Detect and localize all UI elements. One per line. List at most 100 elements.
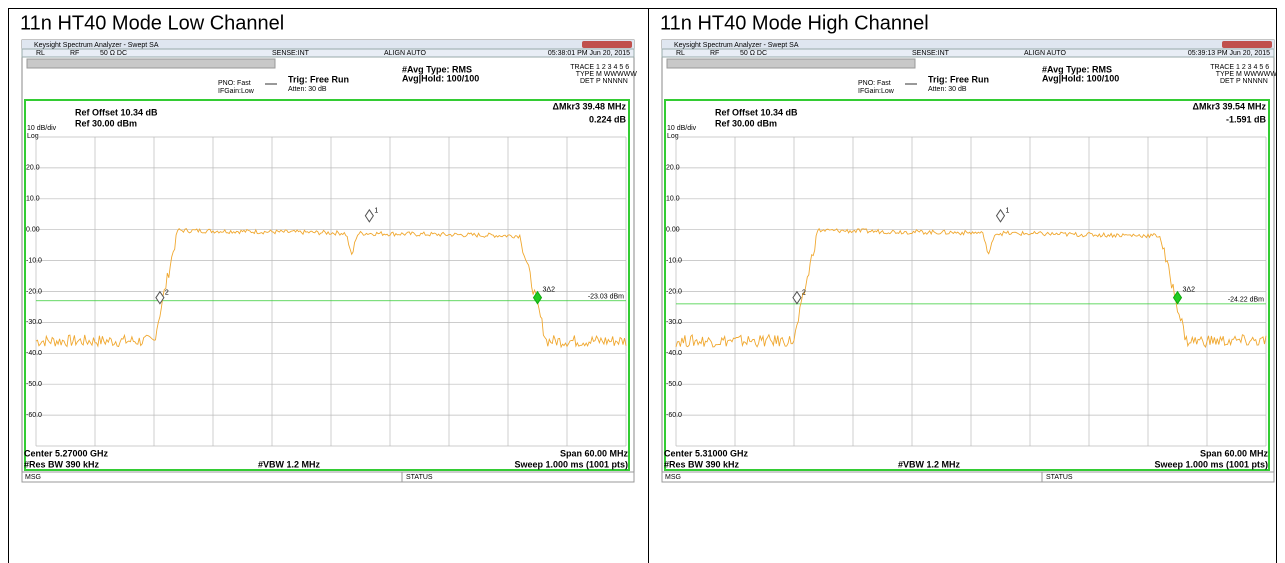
window-titlebar [662, 40, 1274, 49]
status-label: STATUS [406, 474, 433, 481]
trace [35, 228, 627, 349]
marker-1-label: 1 [374, 208, 378, 215]
y-label: -20.0 [666, 288, 682, 295]
status-bar [21, 471, 635, 483]
y-label: -50.0 [666, 381, 682, 388]
atten-label: Atten: 30 dB [928, 86, 967, 93]
screen-bg [21, 39, 635, 483]
type-label: TYPE [1216, 71, 1235, 78]
table-border [8, 8, 1277, 563]
type-label: TYPE [576, 71, 595, 78]
marker-1-label: 1 [1006, 208, 1010, 215]
y-label: -30.0 [26, 319, 42, 326]
marker-2 [155, 290, 165, 305]
span: Span 60.00 MHz [560, 448, 629, 458]
res-bw: #Res BW 390 kHz [24, 459, 100, 469]
y-label: 20.0 [26, 165, 40, 172]
center-freq: Center 5.27000 GHz [24, 448, 109, 458]
msg-label: MSG [25, 474, 41, 481]
y-label: 0.00 [666, 227, 680, 234]
marker-1 [364, 208, 374, 223]
marker-readout: ΔMkr3 39.48 MHz [553, 101, 627, 111]
y-label: -30.0 [666, 319, 682, 326]
rl-label: RL [676, 50, 685, 57]
input-box [666, 58, 916, 69]
trig-label: Trig: Free Run [288, 74, 349, 84]
ifgain-label: IFGain:Low [858, 88, 895, 95]
y-label: 10.0 [666, 196, 680, 203]
input-label: 50 Ω DC [740, 50, 767, 57]
scale-label: 10 dB/div [667, 125, 697, 132]
y-label: -50.0 [26, 381, 42, 388]
trace [675, 227, 1267, 348]
y-label: -40.0 [666, 350, 682, 357]
window-title: Keysight Spectrum Analyzer - Swept SA [674, 42, 799, 49]
center-freq: Center 5.31000 GHz [664, 448, 749, 458]
trace-label: TRACE [1210, 64, 1234, 71]
type-val: M WWWWW [1236, 71, 1277, 78]
ref-offset: Ref Offset 10.34 dB [75, 107, 158, 117]
y-label: 0.00 [26, 227, 40, 234]
y-label: 10.0 [26, 196, 40, 203]
y-label: -40.0 [26, 350, 42, 357]
msg-label: MSG [665, 474, 681, 481]
det-label: DET [580, 78, 595, 85]
sweep: Sweep 1.000 ms (1001 pts) [514, 459, 628, 469]
ref-level: Ref 30.00 dBm [75, 118, 137, 128]
datetime: 05:38:01 PM Jun 20, 2015 [548, 50, 630, 57]
span: Span 60.00 MHz [1200, 448, 1269, 458]
ref-offset: Ref Offset 10.34 dB [715, 107, 798, 117]
window-title: Keysight Spectrum Analyzer - Swept SA [34, 42, 159, 49]
pno-label: PNO: Fast [218, 80, 251, 87]
trace-nums: 1 2 3 4 5 6 [1236, 64, 1269, 71]
marker-3-label: 3Δ2 [1183, 287, 1196, 294]
align-label: ALIGN AUTO [1024, 50, 1066, 57]
avg-type: #Avg Type: RMS [1042, 64, 1112, 74]
trig-label: Trig: Free Run [928, 74, 989, 84]
rf-label: RF [710, 50, 719, 57]
y-label: -60.0 [26, 412, 42, 419]
sense-label: SENSE:INT [912, 50, 950, 57]
marker-2-label: 2 [802, 290, 806, 297]
marker-2-label: 2 [165, 290, 169, 297]
status-label: STATUS [1046, 474, 1073, 481]
y-label: 20.0 [666, 165, 680, 172]
trace-nums: 1 2 3 4 5 6 [596, 64, 629, 71]
marker-3 [1172, 290, 1183, 305]
window-titlebar [22, 40, 634, 49]
pno-label: PNO: Fast [858, 80, 891, 87]
marker-value: 0.224 dB [589, 114, 627, 124]
y-label: -60.0 [666, 412, 682, 419]
status-strip [21, 48, 635, 58]
ifgain-label: IFGain:Low [218, 88, 255, 95]
status-bar [661, 471, 1275, 483]
input-box [26, 58, 276, 69]
marker-readout: ΔMkr3 39.54 MHz [1193, 101, 1267, 111]
rf-label: RF [70, 50, 79, 57]
vbw: #VBW 1.2 MHz [258, 459, 321, 469]
sense-label: SENSE:INT [272, 50, 310, 57]
ref-level: Ref 30.00 dBm [715, 118, 777, 128]
window-buttons [1222, 41, 1272, 48]
scale-label: 10 dB/div [27, 125, 57, 132]
screen-bg [661, 39, 1275, 483]
marker-1 [995, 208, 1006, 223]
datetime: 05:39:13 PM Jun 20, 2015 [1188, 50, 1270, 57]
log-label: Log [667, 133, 679, 140]
vbw: #VBW 1.2 MHz [898, 459, 961, 469]
rl-label: RL [36, 50, 45, 57]
y-label: -20.0 [26, 288, 42, 295]
display-line-label: -23.03 dBm [588, 294, 624, 301]
atten-label: Atten: 30 dB [288, 86, 327, 93]
panel-title: 11n HT40 Mode High Channel [660, 12, 929, 34]
avg-type: #Avg Type: RMS [402, 64, 472, 74]
marker-value: -1.591 dB [1226, 114, 1267, 124]
det-val: P NNNNN [596, 78, 628, 85]
log-label: Log [27, 133, 39, 140]
type-val: M WWWWW [596, 71, 637, 78]
det-label: DET [1220, 78, 1235, 85]
det-val: P NNNNN [1236, 78, 1268, 85]
